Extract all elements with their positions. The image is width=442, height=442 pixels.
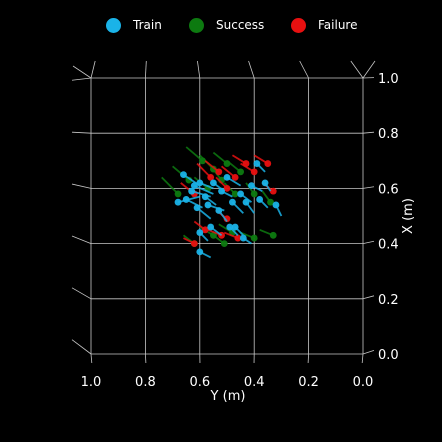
y-tick-label: 0.0 <box>378 348 399 363</box>
legend-label-success: Success <box>216 18 265 32</box>
legend-item-success: Success <box>189 14 264 36</box>
data-point <box>261 179 269 187</box>
x-tick-label: 1.0 <box>81 375 102 390</box>
data-point <box>250 168 258 176</box>
data-point <box>223 173 231 181</box>
data-point <box>174 198 182 206</box>
y-tick-mark <box>362 240 375 244</box>
legend-marker-train <box>106 17 121 33</box>
direction-line <box>161 176 179 195</box>
data-point <box>196 248 204 256</box>
data-point <box>231 190 239 198</box>
data-point <box>250 234 258 242</box>
grid-stub-left <box>71 131 92 134</box>
legend: Train Success Failure <box>0 14 442 36</box>
data-point <box>231 173 239 181</box>
grid-stub-left <box>71 77 92 81</box>
legend-label-failure: Failure <box>318 18 358 32</box>
legend-marker-success <box>189 17 204 33</box>
y-tick-label: 0.4 <box>378 238 399 253</box>
data-point <box>207 173 215 181</box>
data-point <box>201 226 209 234</box>
grid-corner-top-right <box>362 60 376 79</box>
data-point <box>250 190 258 198</box>
y-tick-mark <box>362 295 375 300</box>
y-tick-mark <box>362 131 375 134</box>
data-point <box>174 190 182 198</box>
y-tick-label: 0.6 <box>378 182 399 197</box>
data-point <box>190 240 198 248</box>
y-tick-label: 0.8 <box>378 127 399 142</box>
y-axis-label: X (m) <box>401 198 416 234</box>
data-point <box>253 160 261 167</box>
x-tick-label: 0.0 <box>353 375 374 390</box>
data-point <box>218 187 225 195</box>
data-point <box>269 187 277 195</box>
legend-label-train: Train <box>133 18 162 32</box>
grid-layer <box>71 60 376 364</box>
data-point <box>196 179 204 187</box>
data-point <box>242 198 250 206</box>
x-tick-label: 0.4 <box>244 375 265 390</box>
data-point <box>201 193 209 201</box>
data-point <box>239 234 247 242</box>
marks-layer <box>161 146 283 259</box>
data-point <box>223 185 231 192</box>
legend-marker-failure <box>291 17 306 33</box>
data-point <box>229 198 236 206</box>
x-tick-label: 0.6 <box>189 375 210 390</box>
y-tick-mark <box>362 186 375 189</box>
grid-stub-top <box>299 60 309 79</box>
data-point <box>190 182 198 190</box>
grid-stub-top <box>197 60 201 79</box>
data-point <box>231 223 239 231</box>
grid-stub-top <box>350 60 364 79</box>
data-point <box>215 207 223 214</box>
data-point <box>272 201 280 209</box>
grid-stub-top <box>145 60 147 79</box>
grid-corner-top-left <box>72 65 92 79</box>
grid-stub-top <box>90 60 96 79</box>
x-tick-label: 0.2 <box>298 375 319 390</box>
data-point <box>220 240 228 248</box>
grid-stub-left <box>71 287 92 300</box>
y-tick-label: 1.0 <box>378 72 399 87</box>
data-point <box>180 171 187 179</box>
x-tick-label: 0.8 <box>135 375 156 390</box>
data-point <box>215 168 223 176</box>
x-axis-label: Y (m) <box>210 389 246 404</box>
data-point <box>267 198 274 206</box>
data-point <box>256 196 264 203</box>
direction-line <box>185 146 204 162</box>
data-point <box>237 168 245 176</box>
data-point <box>210 179 217 187</box>
data-point <box>188 187 196 195</box>
data-point <box>196 229 204 236</box>
direction-line <box>194 184 214 195</box>
data-point <box>234 234 242 242</box>
data-point <box>193 204 201 212</box>
tick-layer: 1.0 0.8 0.6 0.4 0.2 0.0 0.0 0.2 0.4 0.6 0.8 1.0 <box>81 72 399 390</box>
grid-stub-top <box>248 60 255 79</box>
x-tick-mark <box>361 353 364 364</box>
y-tick-mark <box>362 349 375 355</box>
data-point <box>204 201 212 209</box>
data-point <box>248 182 255 190</box>
grid-stub-left <box>71 183 92 189</box>
grid-stub-left <box>71 339 92 355</box>
y-tick-label: 0.2 <box>378 293 399 308</box>
data-point <box>264 160 272 167</box>
data-point <box>269 231 277 239</box>
legend-item-train: Train <box>106 14 162 36</box>
data-point <box>237 190 245 198</box>
legend-item-failure: Failure <box>291 14 357 36</box>
grid-stub-left <box>71 235 92 244</box>
data-point <box>207 223 215 231</box>
data-point <box>226 223 234 231</box>
x-tick-mark <box>90 353 93 364</box>
data-point <box>182 196 190 203</box>
